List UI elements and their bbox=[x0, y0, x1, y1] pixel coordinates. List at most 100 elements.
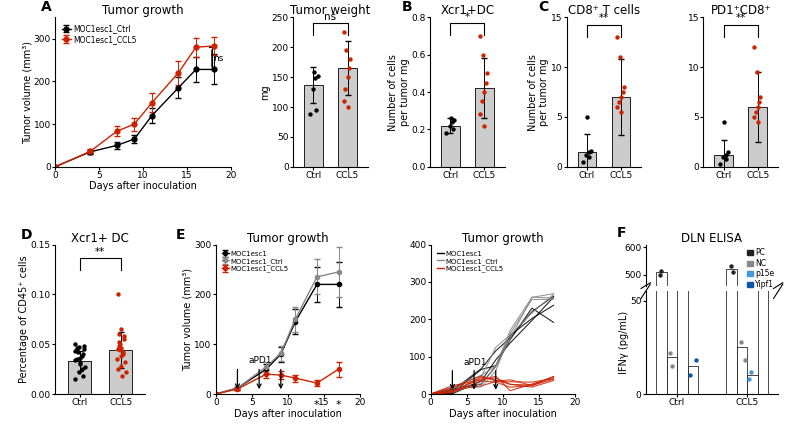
Text: aPD1: aPD1 bbox=[463, 358, 487, 367]
Text: **: ** bbox=[95, 246, 105, 256]
Title: DLN ELISA: DLN ELISA bbox=[681, 232, 743, 245]
Bar bbox=[109, 350, 132, 394]
Text: F: F bbox=[616, 226, 626, 239]
Point bbox=[115, 363, 127, 370]
Title: Xcr1+ DC: Xcr1+ DC bbox=[72, 232, 129, 245]
Point bbox=[113, 339, 126, 346]
Point bbox=[753, 99, 766, 106]
Point bbox=[76, 373, 89, 380]
Point bbox=[683, 372, 696, 379]
Point bbox=[69, 375, 82, 382]
Bar bbox=[68, 361, 91, 394]
Point bbox=[446, 126, 459, 133]
Bar bbox=[656, 272, 667, 411]
Bar bbox=[667, 406, 678, 411]
Point bbox=[478, 89, 490, 96]
Bar bbox=[747, 375, 758, 394]
Point bbox=[74, 361, 86, 368]
Point bbox=[69, 357, 82, 364]
Point bbox=[71, 355, 83, 362]
Point bbox=[73, 355, 86, 362]
Y-axis label: Percentage of CD45⁺ cells: Percentage of CD45⁺ cells bbox=[20, 255, 29, 383]
Legend: MOC1esc1, MOC1esc1_Ctrl, MOC1esc1_CCL5: MOC1esc1, MOC1esc1_Ctrl, MOC1esc1_CCL5 bbox=[434, 248, 506, 275]
Point bbox=[754, 334, 766, 341]
Bar bbox=[714, 155, 733, 167]
Point bbox=[747, 113, 760, 120]
Point bbox=[448, 116, 461, 123]
Point bbox=[70, 345, 83, 352]
Bar bbox=[726, 0, 736, 394]
Point bbox=[476, 98, 488, 105]
Title: Tumor growth: Tumor growth bbox=[462, 232, 544, 245]
Point bbox=[478, 122, 490, 129]
Title: CD8⁺ T cells: CD8⁺ T cells bbox=[568, 4, 640, 17]
Bar bbox=[441, 126, 460, 167]
Y-axis label: Number of cells
per tumor mg: Number of cells per tumor mg bbox=[528, 54, 549, 130]
Point bbox=[743, 406, 755, 413]
Title: Xcr1+DC: Xcr1+DC bbox=[440, 4, 494, 17]
Point bbox=[743, 376, 755, 383]
Text: **: ** bbox=[736, 13, 746, 23]
Bar bbox=[747, 409, 758, 411]
Point bbox=[117, 333, 130, 340]
Point bbox=[679, 363, 692, 370]
Point bbox=[611, 34, 623, 41]
Point bbox=[719, 152, 732, 158]
Point bbox=[664, 349, 677, 356]
Point bbox=[114, 345, 127, 352]
Point bbox=[735, 401, 747, 407]
Point bbox=[665, 404, 678, 411]
Point bbox=[615, 109, 627, 116]
Text: *: * bbox=[314, 400, 320, 410]
Point bbox=[446, 119, 458, 126]
Point bbox=[309, 75, 321, 82]
Text: *: * bbox=[336, 400, 341, 410]
Point bbox=[311, 72, 324, 79]
Text: A: A bbox=[41, 0, 52, 14]
X-axis label: Days after inoculation: Days after inoculation bbox=[89, 181, 197, 191]
Point bbox=[118, 336, 130, 343]
Point bbox=[71, 347, 83, 354]
Point bbox=[760, 322, 773, 329]
Point bbox=[444, 115, 457, 122]
Legend: MOC1esc1, MOC1esc1_Ctrl, MOC1esc1_CCL5: MOC1esc1, MOC1esc1_Ctrl, MOC1esc1_CCL5 bbox=[219, 248, 292, 275]
Point bbox=[79, 364, 91, 371]
Point bbox=[722, 149, 734, 155]
Text: *: * bbox=[465, 12, 470, 22]
Point bbox=[665, 362, 678, 369]
Bar bbox=[612, 97, 630, 167]
Bar bbox=[736, 405, 747, 411]
Point bbox=[116, 373, 128, 380]
Point bbox=[679, 83, 692, 90]
Point bbox=[614, 54, 626, 61]
Point bbox=[674, 345, 687, 352]
Point bbox=[616, 89, 629, 96]
Point bbox=[751, 103, 764, 110]
Point bbox=[747, 44, 760, 51]
Point bbox=[690, 403, 703, 410]
Text: B: B bbox=[402, 0, 412, 14]
Point bbox=[115, 353, 127, 360]
Point bbox=[72, 349, 85, 355]
Point bbox=[114, 341, 127, 348]
Point bbox=[735, 338, 747, 345]
Point bbox=[583, 153, 596, 160]
Point bbox=[112, 365, 124, 372]
Point bbox=[745, 405, 758, 412]
Bar bbox=[758, 0, 768, 394]
Point bbox=[307, 86, 319, 93]
Point bbox=[75, 353, 88, 360]
Point bbox=[582, 149, 595, 155]
Point bbox=[68, 341, 81, 348]
Point bbox=[726, 268, 739, 275]
Bar bbox=[656, 0, 667, 394]
Point bbox=[690, 357, 703, 364]
Point bbox=[117, 351, 130, 358]
Point bbox=[114, 347, 127, 354]
Text: D: D bbox=[20, 228, 32, 242]
Title: PD1⁺CD8⁺: PD1⁺CD8⁺ bbox=[711, 4, 771, 17]
Point bbox=[751, 69, 763, 76]
Point bbox=[479, 79, 492, 86]
Point bbox=[474, 32, 487, 39]
Point bbox=[683, 405, 696, 412]
